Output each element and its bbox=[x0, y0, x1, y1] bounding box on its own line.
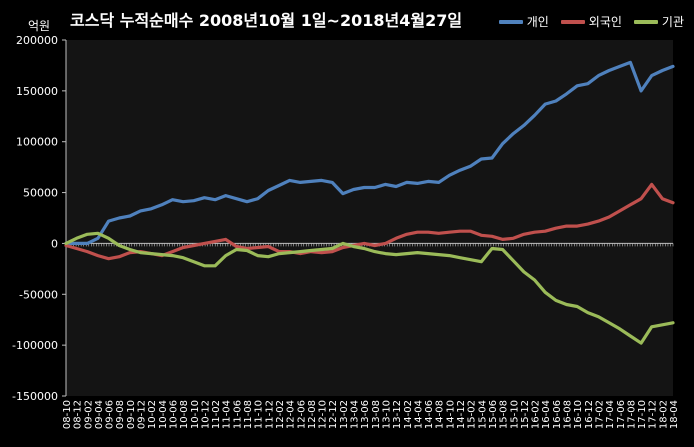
x-tick-label: 16-10 bbox=[573, 400, 584, 429]
x-tick-label: 12-10 bbox=[318, 400, 329, 429]
series-line-2 bbox=[64, 231, 675, 345]
legend-label: 기관 bbox=[661, 15, 684, 29]
x-tick-label: 11-02 bbox=[211, 400, 222, 429]
legend: 개인 외국인 기관 bbox=[498, 13, 684, 30]
x-tick-label: 14-02 bbox=[403, 400, 414, 429]
x-tick-label: 17-10 bbox=[637, 400, 648, 429]
x-tick-label: 11-04 bbox=[222, 400, 233, 429]
x-tick-label: 11-08 bbox=[243, 400, 254, 429]
x-tick-label: 13-08 bbox=[371, 400, 382, 429]
x-tick-label: 14-10 bbox=[445, 400, 456, 429]
y-tick-label: -150000 bbox=[12, 390, 58, 403]
x-tick-label: 17-12 bbox=[648, 400, 659, 429]
y-tick-label: 150000 bbox=[16, 85, 58, 98]
x-tick-label: 14-06 bbox=[424, 400, 435, 429]
x-tick-label: 14-04 bbox=[413, 400, 424, 429]
y-tick-label: 50000 bbox=[23, 187, 58, 200]
x-tick-label: 12-12 bbox=[328, 400, 339, 429]
x-tick-label: 13-06 bbox=[360, 400, 371, 429]
series-line-0 bbox=[64, 60, 675, 245]
x-tick-label: 13-04 bbox=[350, 400, 361, 429]
x-tick-label: 14-12 bbox=[456, 400, 467, 429]
x-tick-label: 09-06 bbox=[105, 400, 116, 429]
y-tick-label: 200000 bbox=[16, 34, 58, 47]
legend-item-series-1: 외국인 bbox=[560, 13, 622, 30]
chart-title: 코스닥 누적순매수 2008년10월 1일~2018년4월27일 bbox=[70, 11, 463, 30]
x-tick-label: 08-12 bbox=[73, 400, 84, 429]
x-tick-label: 12-04 bbox=[286, 400, 297, 429]
x-tick-label: 16-04 bbox=[541, 400, 552, 429]
y-tick-label: 100000 bbox=[16, 136, 58, 149]
plot-area bbox=[66, 40, 673, 396]
x-tick-label: 10-02 bbox=[147, 400, 158, 429]
legend-swatch bbox=[560, 19, 585, 24]
x-tick-label: 18-02 bbox=[658, 400, 669, 429]
x-tick-label: 15-12 bbox=[520, 400, 531, 429]
x-tick-label: 09-02 bbox=[83, 400, 94, 429]
x-tick-label: 11-12 bbox=[264, 400, 275, 429]
x-tick-label: 16-12 bbox=[584, 400, 595, 429]
x-tick-label: 09-10 bbox=[126, 400, 137, 429]
x-tick-label: 13-02 bbox=[339, 400, 350, 429]
legend-item-series-0: 개인 bbox=[498, 13, 549, 30]
x-tick-label: 16-02 bbox=[531, 400, 542, 429]
x-tick-label: 18-04 bbox=[669, 400, 680, 429]
x-tick-label: 14-08 bbox=[435, 400, 446, 429]
x-tick-label: 13-10 bbox=[381, 400, 392, 429]
x-tick-label: 09-12 bbox=[137, 400, 148, 429]
legend-swatch bbox=[633, 19, 658, 24]
x-tick-label: 11-10 bbox=[254, 400, 265, 429]
x-tick-label: 17-06 bbox=[616, 400, 627, 429]
x-tick-label: 16-06 bbox=[552, 400, 563, 429]
x-tick-label: 11-06 bbox=[232, 400, 243, 429]
y-tick-label: 0 bbox=[51, 237, 58, 250]
y-axis-unit-label: 억원 bbox=[28, 19, 51, 33]
x-tick-label: 10-06 bbox=[168, 400, 179, 429]
x-tick-label: 10-12 bbox=[200, 400, 211, 429]
legend-swatch bbox=[498, 19, 523, 24]
y-tick-label: -100000 bbox=[12, 339, 58, 352]
x-tick-label: 08-10 bbox=[62, 400, 73, 429]
x-tick-label: 17-04 bbox=[605, 400, 616, 429]
legend-label: 외국인 bbox=[588, 15, 622, 29]
x-tick-label: 17-08 bbox=[626, 400, 637, 429]
x-tick-label: 15-06 bbox=[488, 400, 499, 429]
x-tick-label: 10-10 bbox=[190, 400, 201, 429]
x-tick-label: 16-08 bbox=[563, 400, 574, 429]
x-tick-label: 09-08 bbox=[115, 400, 126, 429]
x-tick-label: 15-02 bbox=[467, 400, 478, 429]
x-tick-label: 12-06 bbox=[296, 400, 307, 429]
x-tick-label: 10-04 bbox=[158, 400, 169, 429]
x-tick-label: 15-04 bbox=[477, 400, 488, 429]
legend-label: 개인 bbox=[526, 15, 549, 29]
x-tick-label: 13-12 bbox=[392, 400, 403, 429]
x-tick-label: 12-02 bbox=[275, 400, 286, 429]
legend-item-series-2: 기관 bbox=[633, 13, 684, 30]
y-tick-label: -50000 bbox=[19, 288, 58, 301]
x-tick-label: 09-04 bbox=[94, 400, 105, 429]
x-tick-label: 15-10 bbox=[509, 400, 520, 429]
x-tick-label: 12-08 bbox=[307, 400, 318, 429]
x-tick-label: 15-08 bbox=[499, 400, 510, 429]
x-tick-label: 10-08 bbox=[179, 400, 190, 429]
x-tick-label: 17-02 bbox=[594, 400, 605, 429]
